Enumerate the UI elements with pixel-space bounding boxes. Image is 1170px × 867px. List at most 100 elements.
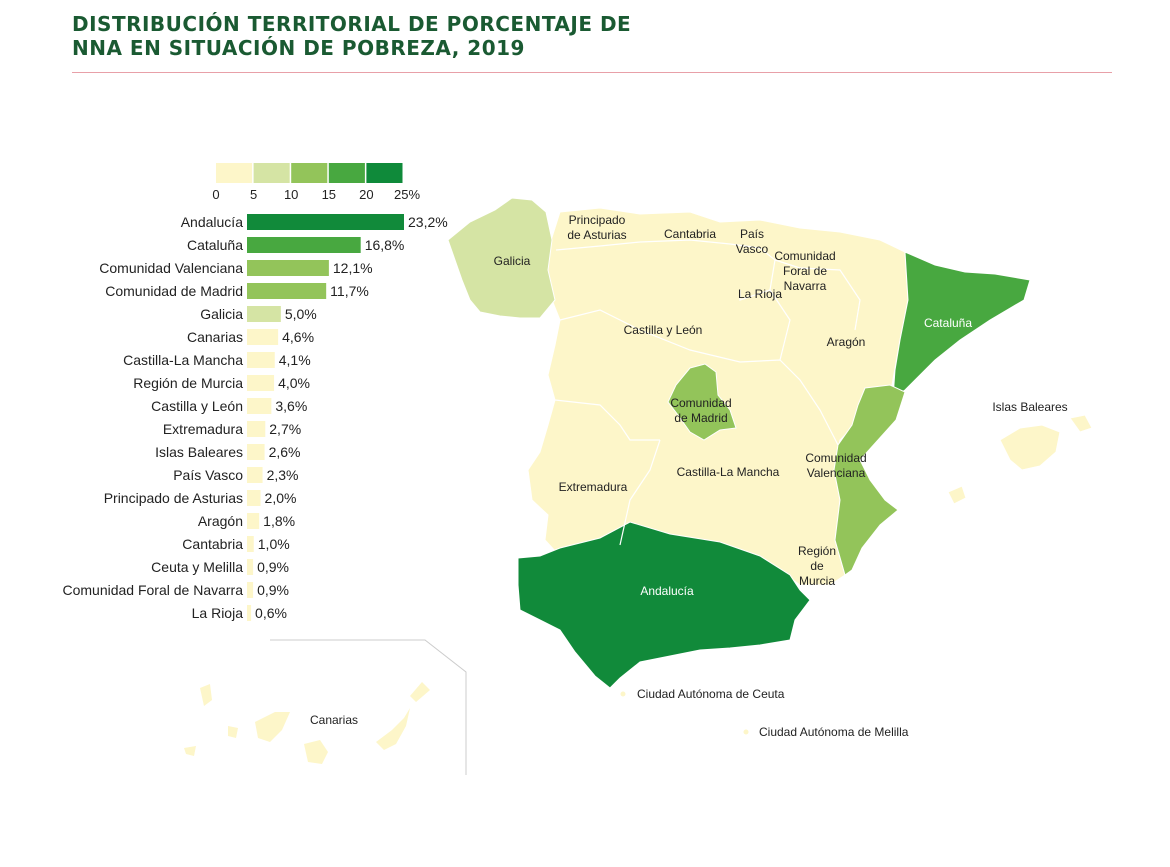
label-cataluna: Cataluña xyxy=(924,316,972,330)
bar xyxy=(247,398,272,414)
scale-bin-3 xyxy=(328,163,365,183)
label-castilla-leon: Castilla y León xyxy=(624,323,703,337)
bar xyxy=(247,306,281,322)
label-extremadura: Extremadura xyxy=(559,480,628,494)
label-castilla-mancha: Castilla-La Mancha xyxy=(677,465,780,479)
label-murcia-3: Murcia xyxy=(799,574,835,588)
scale-bin-4 xyxy=(366,163,403,183)
label-valenciana-2: Valenciana xyxy=(807,466,866,480)
bar-chart: Andalucía 23,2% Cataluña 16,8% Comunidad Val… xyxy=(62,214,448,621)
label-andalucia: Andalucía xyxy=(640,584,694,598)
label-murcia-2: de xyxy=(810,559,824,573)
label-madrid-1: Comunidad xyxy=(670,396,731,410)
label-cantabria: Cantabria xyxy=(664,227,716,241)
bar-value-label: 0,9% xyxy=(257,582,289,598)
label-baleares: Islas Baleares xyxy=(992,400,1067,414)
region-cataluna xyxy=(892,251,1031,399)
bar-value-label: 2,7% xyxy=(269,421,301,437)
bar-value-label: 0,9% xyxy=(257,559,289,575)
bar-category-label: Cataluña xyxy=(187,237,243,253)
bar-value-label: 2,3% xyxy=(267,467,299,483)
scale-tick-label: 20 xyxy=(359,187,373,202)
bar-value-label: 23,2% xyxy=(408,214,448,230)
region-baleares-mallorca xyxy=(999,424,1061,471)
bar-category-label: Cantabria xyxy=(182,536,243,552)
bar-category-label: Islas Baleares xyxy=(155,444,243,460)
bar xyxy=(247,352,275,368)
bar-category-label: Galicia xyxy=(200,306,243,322)
spain-map: Galicia Principado de Asturias Cantabria… xyxy=(184,197,1093,775)
chart-title: DISTRIBUCIÓN TERRITORIAL DE PORCENTAJE D… xyxy=(72,12,1112,60)
bar-value-label: 1,8% xyxy=(263,513,295,529)
region-madrid xyxy=(667,363,737,441)
bar xyxy=(247,237,361,253)
title-line-1: DISTRIBUCIÓN TERRITORIAL DE PORCENTAJE D… xyxy=(72,12,632,36)
bar-category-label: Principado de Asturias xyxy=(104,490,243,506)
map-labels: Galicia Principado de Asturias Cantabria… xyxy=(310,213,1068,739)
label-asturias-2: de Asturias xyxy=(567,228,626,242)
region-borders xyxy=(554,239,861,546)
bar-category-label: Comunidad de Madrid xyxy=(105,283,243,299)
label-murcia-1: Región xyxy=(798,544,836,558)
bar-value-label: 2,6% xyxy=(269,444,301,460)
bar xyxy=(247,375,275,391)
bar-value-label: 11,7% xyxy=(330,283,369,299)
bar xyxy=(247,513,260,529)
label-navarra-2: Foral de xyxy=(783,264,827,278)
scale-tick-label: 25% xyxy=(394,187,420,202)
label-ceuta: Ciudad Autónoma de Ceuta xyxy=(637,687,785,701)
bar-value-label: 4,6% xyxy=(282,329,314,345)
bar-category-label: País Vasco xyxy=(173,467,243,483)
label-canarias: Canarias xyxy=(310,713,358,727)
bar-value-label: 0,6% xyxy=(255,605,287,621)
label-galicia: Galicia xyxy=(494,254,531,268)
bar xyxy=(247,559,254,575)
bar xyxy=(247,536,254,552)
region-canarias xyxy=(184,682,430,764)
region-melilla xyxy=(742,728,750,736)
bar-value-label: 5,0% xyxy=(285,306,317,322)
scale-tick-label: 10 xyxy=(284,187,298,202)
label-navarra-1: Comunidad xyxy=(774,249,835,263)
bar-category-label: Comunidad Foral de Navarra xyxy=(62,582,243,598)
region-valenciana xyxy=(833,384,906,576)
scale-bin-1 xyxy=(253,163,290,183)
bar-category-label: Comunidad Valenciana xyxy=(99,260,243,276)
region-ceuta xyxy=(619,690,627,698)
label-melilla: Ciudad Autónoma de Melilla xyxy=(759,725,909,739)
bar xyxy=(247,260,329,276)
bar-category-label: Extremadura xyxy=(163,421,243,437)
bar xyxy=(247,490,261,506)
title-line-2: NNA EN SITUACIÓN DE POBREZA, 2019 xyxy=(72,36,525,60)
bar-value-label: 12,1% xyxy=(333,260,373,276)
bar-category-label: Canarias xyxy=(187,329,243,345)
scale-bin-0 xyxy=(216,163,253,183)
region-baleares-ibiza xyxy=(947,485,967,505)
bar-category-label: Castilla-La Mancha xyxy=(123,352,243,368)
bar-category-label: Región de Murcia xyxy=(133,375,243,391)
bar xyxy=(247,444,265,460)
region-baleares-menorca xyxy=(1069,414,1093,433)
region-galicia xyxy=(447,197,556,319)
bar-value-label: 4,0% xyxy=(278,375,310,391)
label-madrid-2: de Madrid xyxy=(674,411,727,425)
label-pais-vasco-2: Vasco xyxy=(736,242,769,256)
bar-category-label: Aragón xyxy=(198,513,243,529)
bar xyxy=(247,605,252,621)
bar-value-label: 1,0% xyxy=(258,536,290,552)
bar xyxy=(247,329,279,345)
bar-category-label: Ceuta y Melilla xyxy=(151,559,243,575)
bar xyxy=(247,283,327,299)
canarias-inset-frame xyxy=(270,639,467,775)
bar-category-label: La Rioja xyxy=(192,605,244,621)
label-aragon: Aragón xyxy=(827,335,866,349)
label-navarra-3: Navarra xyxy=(784,279,827,293)
bar-category-label: Castilla y León xyxy=(151,398,243,414)
label-valenciana-1: Comunidad xyxy=(805,451,866,465)
bar xyxy=(247,582,254,598)
bar xyxy=(247,467,263,483)
label-la-rioja: La Rioja xyxy=(738,287,782,301)
scale-tick-label: 15 xyxy=(322,187,336,202)
scale-tick-label: 5 xyxy=(250,187,257,202)
